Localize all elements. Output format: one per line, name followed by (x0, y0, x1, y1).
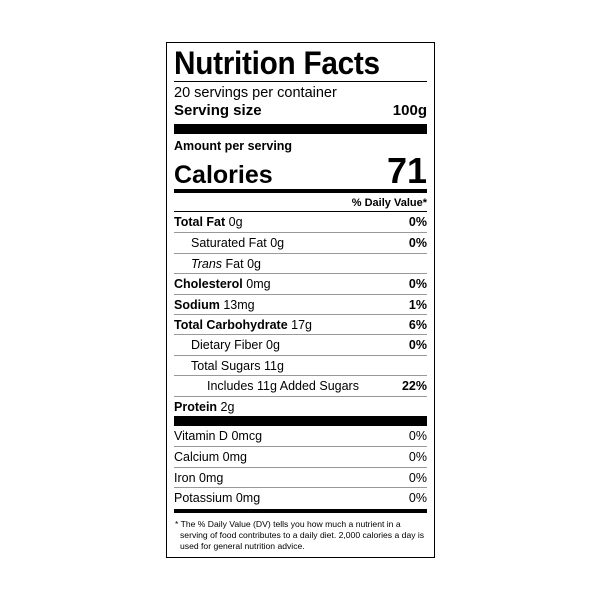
nutrient-name: Protein (174, 399, 218, 414)
nutrient-amount: 0g (266, 338, 280, 353)
nutrient-name: Total Carbohydrate (174, 317, 288, 332)
nutrient-name: Total Fat (174, 215, 226, 229)
nutrient: Trans Fat 0g (174, 254, 261, 273)
nutrient: Potassium 0mg (174, 488, 260, 507)
daily-value: 0% (408, 277, 427, 292)
nutrient: Cholesterol 0mg (174, 274, 271, 293)
nutrient-amount: 0mg (199, 470, 224, 485)
nutrients: Total Fat 0g 0% Saturated Fat 0g 0% Trans Fa… (174, 212, 427, 416)
thick-bar (174, 124, 427, 134)
nutrient-name: Total Sugars (191, 358, 261, 373)
vitamins: Vitamin D 0mcg 0% Calcium 0mg 0% Iron 0mg 0% P… (174, 426, 427, 508)
nutrient: Iron 0mg (174, 468, 223, 487)
daily-value: 0% (408, 428, 427, 443)
daily-value: 0% (408, 470, 427, 485)
dv-header: % Daily Value* (174, 193, 427, 212)
nutrient-row: Total Fat 0g 0% (174, 212, 427, 232)
nutrient-row: Saturated Fat 0g 0% (174, 232, 427, 252)
nutrient-amount: 13mg (223, 297, 255, 312)
nutrient-name: Dietary Fiber (191, 338, 263, 353)
daily-value: 0% (408, 338, 427, 353)
nutrient: Includes 11g Added Sugars (174, 376, 359, 395)
nutrient-row: Cholesterol 0mg 0% (174, 273, 427, 293)
daily-value: 0% (408, 215, 427, 229)
daily-value: 0% (408, 491, 427, 506)
nutrient-row: Total Sugars 11g (174, 354, 427, 375)
daily-value: 0% (408, 236, 427, 251)
nutrient-row: Total Carbohydrate 17g 6% (174, 313, 427, 334)
thick-bar (174, 415, 427, 426)
nutrient-name: Includes 11g Added Sugars (207, 379, 359, 394)
nutrition-label: Nutrition Facts 20 servings per containe… (166, 42, 435, 558)
nutrient: Vitamin D 0mcg (174, 426, 262, 446)
nutrient: Sodium 13mg (174, 295, 255, 314)
nutrient-amount: 0mg (235, 491, 261, 506)
nutrient-row: Includes 11g Added Sugars 22% (174, 375, 427, 395)
title-text: Nutrition Facts (174, 45, 380, 81)
nutrient-name: Potassium (174, 491, 233, 506)
daily-value: 1% (408, 297, 427, 312)
divider (174, 81, 427, 82)
nutrient-amount: 0g (228, 215, 243, 229)
nutrient-row: Calcium 0mg 0% (174, 446, 427, 466)
daily-value: 0% (408, 450, 427, 465)
nutrient: Total Fat 0g (174, 212, 243, 232)
nutrient-row: Potassium 0mg 0% (174, 487, 427, 507)
nutrient-amount: 0g (270, 236, 285, 251)
serving-size-value: 100g (392, 102, 427, 119)
amount-per-serving: Amount per serving (174, 139, 293, 153)
nutrient-row: Trans Fat 0g (174, 252, 427, 273)
daily-value: 6% (408, 317, 427, 332)
nutrient: Calcium 0mg (174, 447, 247, 466)
nutrient: Total Carbohydrate 17g (174, 315, 312, 334)
calories-label: Calories (174, 161, 273, 189)
calories: Calories 71 (174, 150, 427, 191)
nutrient: Protein 2g (174, 397, 234, 416)
title: Nutrition Facts (174, 43, 427, 81)
nutrient-name: Iron (174, 470, 196, 485)
nutrient-row: Iron 0mg 0% (174, 466, 427, 487)
footnote: * The % Daily Value (DV) tells you how m… (175, 519, 425, 552)
nutrient-amount: 0mg (222, 450, 247, 465)
nutrient-row: Vitamin D 0mcg 0% (174, 426, 427, 446)
daily-value: 22% (401, 379, 427, 394)
servings: 20 servings per container (174, 85, 337, 101)
nutrient-amount: 11g (263, 358, 284, 373)
nutrient-amount: 2g (220, 399, 235, 414)
serving-size-label: Serving size (174, 102, 262, 119)
calories-value: 71 (386, 150, 427, 191)
nutrient-name: Saturated Fat (191, 236, 267, 251)
nutrient: Dietary Fiber 0g (174, 335, 280, 354)
nutrient-row: Protein 2g (174, 395, 427, 416)
nutrient-name: Sodium (174, 297, 220, 312)
serving-size: Serving size 100g (174, 102, 427, 120)
nutrient-name: Cholesterol (174, 277, 243, 292)
nutrient: Saturated Fat 0g (174, 233, 284, 252)
medium-bar (174, 189, 427, 193)
nutrient-amount: 17g (291, 317, 313, 332)
nutrient-name-italic: Trans (191, 256, 223, 271)
medium-bar (174, 509, 427, 514)
nutrient-name: Calcium (174, 450, 220, 465)
nutrient-amount: 0mcg (231, 428, 263, 443)
nutrient: Total Sugars 11g (174, 356, 284, 375)
nutrient-row: Sodium 13mg 1% (174, 293, 427, 314)
nutrient-amount: 0g (247, 256, 261, 271)
nutrient-amount: 0mg (246, 277, 271, 292)
nutrient-name: Fat (225, 256, 244, 271)
nutrient-name: Vitamin D (174, 428, 228, 443)
nutrient-row: Dietary Fiber 0g 0% (174, 334, 427, 354)
